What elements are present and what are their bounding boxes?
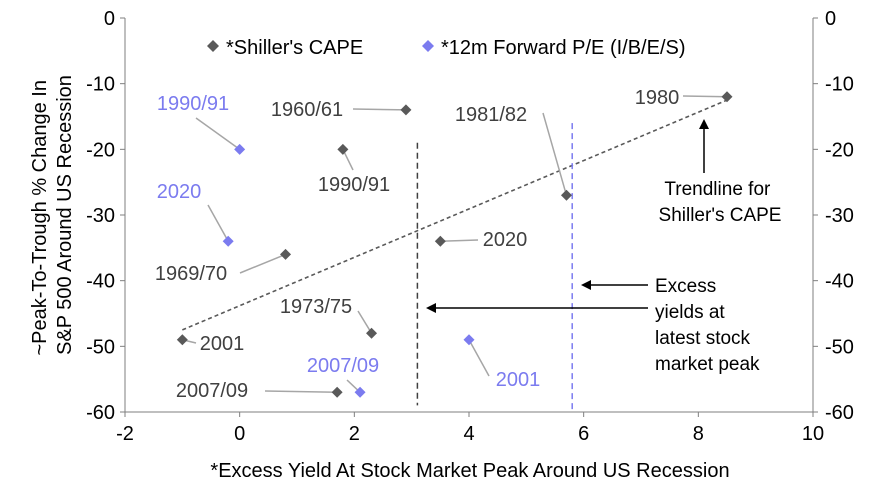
cape-point-1980: [721, 91, 733, 103]
label-leader-line: [440, 239, 479, 243]
pe-label-2001: 2001: [496, 369, 541, 391]
cape-label-1981-82: 1981/82: [455, 104, 527, 126]
cape-label-1969-70: 1969/70: [155, 263, 227, 285]
y-tick-label-left: -10: [86, 74, 115, 96]
pe-point-1990-91: [234, 143, 246, 155]
legend-label-pe: *12m Forward P/E (I/B/E/S): [441, 37, 686, 59]
x-tick-label: -2: [116, 423, 134, 445]
y-tick-label-left: -50: [86, 336, 115, 358]
cape-point-1990-91: [337, 143, 349, 155]
y-axis-title: ~Peak-To-Trough % Change In S&P 500 Arou…: [29, 74, 76, 355]
cape-label-1990-91: 1990/91: [318, 174, 390, 196]
label-leader-line: [468, 339, 490, 377]
label-leader-line: [264, 390, 338, 394]
excess-yield-annotation-text: Excess yields at latest stock market pea…: [655, 276, 760, 375]
pe-label-1990-91: 1990/91: [157, 93, 229, 115]
label-leader-line: [682, 95, 728, 98]
point-labels-layer: 1980 1960/61 1990/91 1981/82 2020 1969/70 1973…: [155, 87, 679, 402]
y-tick-label-right: -50: [825, 336, 854, 358]
x-tick-label: 0: [234, 423, 245, 445]
x-tick-label: 4: [463, 423, 474, 445]
legend-label-cape: *Shiller's CAPE: [226, 37, 363, 59]
y-tick-label-left: -30: [86, 205, 115, 227]
legend: *Shiller's CAPE *12m Forward P/E (I/B/E/…: [207, 37, 686, 59]
x-axis-title: *Excess Yield At Stock Market Peak Aroun…: [210, 460, 729, 482]
cape-label-1980: 1980: [635, 87, 680, 109]
cape-label-2020: 2020: [483, 229, 528, 251]
x-tick-label: 10: [802, 423, 824, 445]
cape-point-1973-75: [366, 327, 378, 339]
cape-point-2001: [176, 334, 188, 346]
x-tick-label: 2: [349, 423, 360, 445]
x-tick-label: 6: [578, 423, 589, 445]
trendline-layer: [182, 99, 728, 331]
y-tick-label-right: -40: [825, 271, 854, 293]
cape-label-1973-75: 1973/75: [280, 296, 352, 318]
legend-marker-pe: [422, 40, 434, 52]
cape-label-2001: 2001: [200, 333, 245, 355]
cape-trendline: [182, 99, 728, 331]
reference-lines-layer: [416, 123, 573, 412]
trendline-annotation-text: Trendline for Shiller's CAPE: [659, 179, 782, 226]
label-leader-line: [357, 310, 373, 334]
pe-point-2001: [463, 334, 475, 346]
cape-label-2007-09: 2007/09: [176, 380, 248, 402]
y-tick-label-right: -30: [825, 205, 854, 227]
y-tick-label-right: -60: [825, 402, 854, 424]
data-points-layer: [176, 91, 733, 398]
label-leader-line: [195, 117, 241, 150]
cape-label-1960-61: 1960/61: [271, 99, 343, 121]
label-leader-line: [207, 204, 229, 242]
legend-marker-cape: [207, 40, 219, 52]
label-leader-line: [239, 253, 286, 274]
pe-label-2007-09: 2007/09: [307, 355, 379, 377]
cape-point-2020: [434, 235, 446, 247]
pe-point-2007-09: [354, 386, 366, 398]
cape-point-1960-61: [400, 104, 412, 116]
y-tick-label-right: 0: [825, 8, 836, 30]
y-tick-label-left: -40: [86, 271, 115, 293]
pe-label-2020: 2020: [157, 181, 202, 203]
y-tick-label-right: -10: [825, 74, 854, 96]
y-tick-label-left: -60: [86, 402, 115, 424]
y-tick-label-left: -20: [86, 139, 115, 161]
pe-point-2020: [222, 235, 234, 247]
label-leader-line: [542, 112, 568, 196]
x-tick-label: 8: [693, 423, 704, 445]
y-tick-label-left: 0: [104, 8, 115, 30]
cape-point-1969-70: [280, 248, 292, 260]
label-leader-lines: [182, 95, 728, 394]
plot-axes: 0 0-10 -10-20 -20-30 -30-40 -40-50 -50-60 -60-2…: [86, 8, 854, 445]
label-leader-line: [352, 108, 406, 111]
cape-point-2007-09: [331, 386, 343, 398]
annotations: Trendline for Shiller's CAPE Excess yiel…: [426, 119, 782, 375]
y-tick-label-right: -20: [825, 139, 854, 161]
cape-point-1981-82: [560, 189, 572, 201]
